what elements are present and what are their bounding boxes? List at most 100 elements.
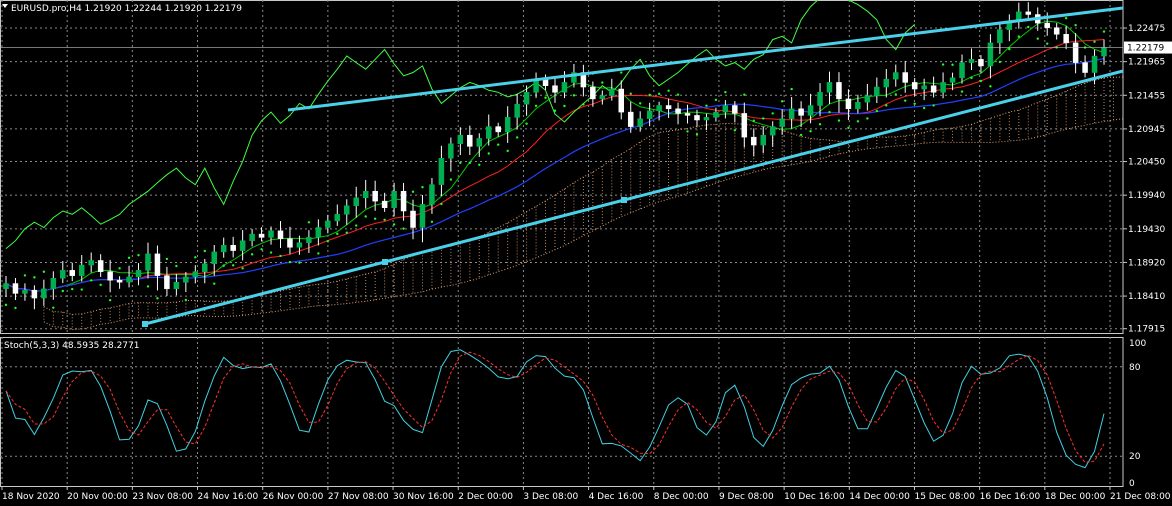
- psar-dot: [175, 264, 178, 268]
- candle-body: [703, 117, 710, 121]
- psar-dot: [364, 215, 367, 218]
- candle-body: [590, 86, 596, 100]
- candle-body: [315, 227, 322, 238]
- psar-dot: [298, 261, 301, 264]
- candle-body: [921, 85, 927, 90]
- candle-body: [97, 260, 104, 272]
- psar-dot: [922, 106, 926, 110]
- price-label: 1.17915: [1128, 325, 1165, 335]
- parabolic-sar: [4, 16, 1106, 310]
- trendline-anchor[interactable]: [382, 259, 388, 265]
- trendline-anchor[interactable]: [621, 197, 627, 203]
- psar-dot: [667, 89, 670, 92]
- stoch-level-label: 20: [1129, 452, 1141, 462]
- psar-dot: [478, 163, 481, 166]
- candle-body: [637, 118, 643, 127]
- candle-body: [836, 82, 842, 100]
- psar-dot: [941, 63, 945, 66]
- price-label: 1.22475: [1128, 24, 1165, 34]
- ma-mid-line: [5, 39, 1105, 292]
- candle-body: [410, 210, 416, 228]
- psar-dot: [771, 112, 774, 115]
- psar-dot: [676, 93, 680, 96]
- candle-body: [277, 230, 284, 239]
- candle-body: [192, 271, 199, 278]
- psar-dot: [724, 90, 727, 94]
- psar-dot: [194, 256, 197, 259]
- time-label: 18 Dec 00:00: [1045, 492, 1106, 502]
- psar-dot: [33, 276, 36, 279]
- candle-body: [126, 276, 132, 283]
- psar-dot: [203, 249, 206, 253]
- candle-body: [31, 289, 38, 299]
- candle-body: [552, 85, 558, 93]
- stoch-panel-border: [0, 337, 1124, 487]
- time-label: 15 Dec 08:00: [914, 492, 975, 502]
- psar-dot: [402, 227, 405, 230]
- psar-dot: [913, 102, 916, 106]
- candle-body: [78, 264, 85, 276]
- candle-body: [88, 260, 94, 266]
- price-label: 1.18410: [1128, 292, 1165, 302]
- candle-body: [893, 72, 899, 80]
- time-label: 27 Nov 08:00: [328, 492, 389, 502]
- psar-dot: [894, 93, 897, 96]
- candle-body: [826, 82, 833, 93]
- trendlines[interactable]: [142, 6, 1124, 327]
- price-label: 1.18920: [1128, 258, 1165, 268]
- candle-body: [798, 108, 804, 116]
- candle-body: [609, 88, 615, 96]
- time-label: 20 Nov 00:00: [67, 492, 128, 502]
- candle-body: [949, 77, 956, 83]
- candle-body: [864, 95, 871, 103]
- psar-dot: [553, 109, 557, 112]
- candle-body: [684, 113, 691, 116]
- psar-dot: [1074, 23, 1077, 27]
- price-label: 1.21965: [1128, 58, 1165, 68]
- psar-dot: [1008, 47, 1011, 51]
- candle-body: [60, 270, 66, 279]
- candle-body: [1101, 47, 1107, 57]
- candle-body: [694, 115, 700, 121]
- candle-body: [1091, 55, 1098, 73]
- psar-dot: [743, 93, 746, 96]
- price-label: 1.20450: [1128, 158, 1165, 168]
- upper-trendline[interactable]: [287, 6, 1124, 112]
- ma-slow-line: [5, 57, 1105, 292]
- psar-dot: [875, 109, 879, 113]
- candle-body: [561, 82, 568, 93]
- psar-dot: [288, 260, 292, 264]
- candle-body: [22, 289, 28, 294]
- candle-body: [911, 82, 918, 90]
- trendline-anchor[interactable]: [142, 321, 148, 327]
- candle-body: [940, 82, 946, 93]
- psar-dot: [411, 190, 415, 193]
- candle-body: [145, 253, 151, 271]
- psar-dot: [1017, 35, 1021, 38]
- candle-body: [902, 72, 908, 83]
- time-label: 9 Dec 08:00: [719, 492, 774, 502]
- stoch-signal-line: [5, 351, 1105, 463]
- psar-dot: [52, 306, 55, 309]
- current-price-label: 1.22179: [1127, 44, 1164, 54]
- candle-body: [618, 88, 625, 113]
- candle-body: [135, 270, 142, 278]
- candle-body: [1072, 42, 1079, 63]
- psar-dot: [837, 119, 841, 122]
- candle-body: [457, 134, 464, 145]
- candle-body: [874, 86, 880, 96]
- psar-dot: [856, 120, 860, 123]
- candle-body: [788, 108, 795, 119]
- time-label: 8 Dec 00:00: [654, 492, 709, 502]
- psar-dot: [250, 253, 254, 256]
- candle-body: [183, 276, 189, 283]
- psar-dot: [601, 81, 604, 84]
- candle-body: [807, 105, 814, 116]
- time-label: 30 Nov 16:00: [393, 492, 454, 502]
- candle-body: [211, 251, 217, 265]
- candle-body: [438, 158, 445, 185]
- lower-trendline[interactable]: [144, 69, 1124, 326]
- candle-body: [116, 279, 123, 283]
- psar-dot: [459, 161, 462, 165]
- axes: 1.22475 1.21965 1.21455 1.20945 1.20450 1.199…: [0, 4, 1172, 502]
